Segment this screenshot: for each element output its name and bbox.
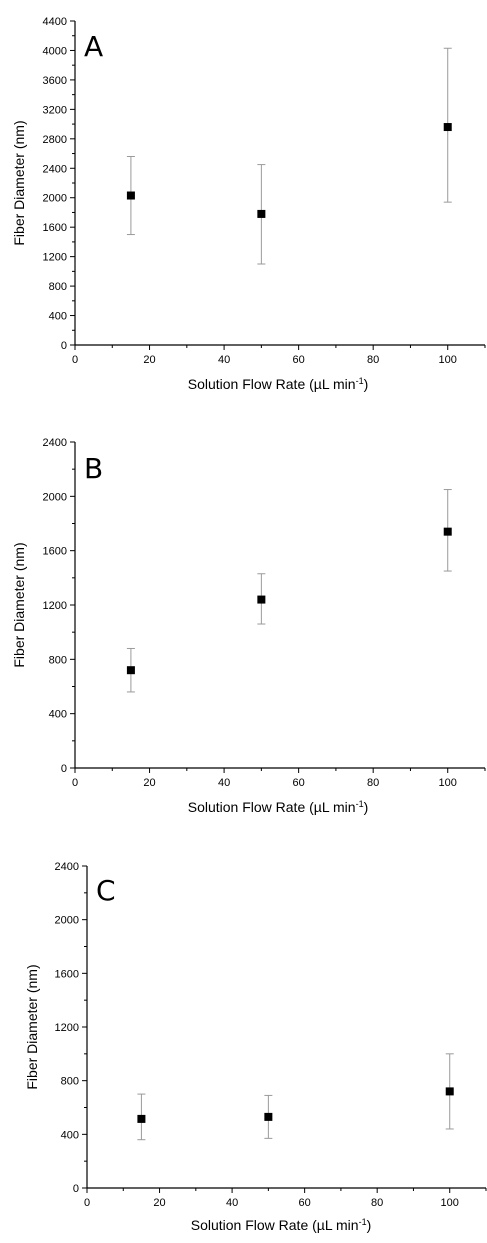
panel-c-x-tick-label: 100	[441, 1197, 459, 1209]
panel-b-x-label: Solution Flow Rate (µL min-1)	[188, 799, 369, 815]
panel-b-x-tick-label: 60	[293, 777, 305, 789]
panel-b-x-tick-label: 40	[218, 777, 230, 789]
panel-b-data-point	[126, 666, 135, 675]
panel-b-data-point	[443, 527, 452, 536]
panel-c-y-label: Fiber Diameter (nm)	[24, 964, 40, 1089]
panel-a-x-label: Solution Flow Rate (µL min-1)	[188, 376, 369, 392]
panel-c-y-tick-label: 1200	[55, 1022, 79, 1034]
panel-a-y-tick-label: 800	[49, 281, 67, 293]
panel-b-x-tick-label: 20	[143, 777, 155, 789]
panel-b-y-ticks: 0 400 800 1200 1600 2000 2400	[43, 437, 75, 775]
panel-a-y-tick-label: 3200	[43, 104, 67, 116]
panel-b-y-tick-label: 0	[61, 763, 67, 775]
panel-a-x-tick-label: 20	[143, 354, 155, 366]
panel-c-y-tick-label: 1600	[55, 968, 79, 980]
panel-a-y-tick-label: 4400	[43, 16, 67, 28]
panel-a-x-tick-label: 80	[367, 354, 379, 366]
panel-c-x-tick-label: 0	[84, 1197, 90, 1209]
panel-c-x-label: Solution Flow Rate (µL min-1)	[191, 1217, 372, 1233]
panel-c-data-point	[137, 1114, 146, 1123]
panel-b-x-tick-label: 100	[439, 777, 457, 789]
panel-b-y-label: Fiber Diameter (nm)	[11, 542, 27, 667]
panel-a-y-label: Fiber Diameter (nm)	[11, 120, 27, 245]
panel-c-y-tick-label: 400	[61, 1129, 79, 1141]
panel-a-marks	[126, 47, 452, 265]
panel-a-x-tick-label: 40	[218, 354, 230, 366]
panel-a-data-point	[443, 123, 452, 132]
panel-a-y-tick-label: 1200	[43, 252, 67, 264]
panel-b-marks	[126, 489, 452, 693]
panel-b-data-point	[257, 595, 266, 604]
panel-a-x-tick-label: 0	[72, 354, 78, 366]
panel-c-y-ticks: 0 400 800 1200 1600 2000 2400	[55, 861, 87, 1195]
panel-c-y-tick-label: 0	[73, 1183, 79, 1195]
panel-a: 0400800120016002000240028003200360040004…	[11, 16, 486, 392]
panel-c-x-tick-label: 20	[153, 1197, 165, 1209]
panel-b-y-tick-label: 800	[49, 654, 67, 666]
panel-a-y-tick-label: 1600	[43, 222, 67, 234]
panel-a-y-tick-label: 3600	[43, 75, 67, 87]
panel-a-x-ticks: 0 20 40 60 80 100	[72, 345, 486, 366]
panel-a-y-tick-label: 400	[49, 311, 67, 323]
panel-c-marks	[137, 1053, 454, 1141]
panel-c-x-tick-label: 60	[299, 1197, 311, 1209]
panel-c-x-tick-label: 80	[371, 1197, 383, 1209]
panel-a-label: A	[84, 30, 103, 63]
panel-a-y-tick-label: 2800	[43, 134, 67, 146]
panel-b-x-tick-label: 80	[367, 777, 379, 789]
panel-b-y-tick-label: 2000	[43, 491, 67, 503]
panel-b-y-tick-label: 400	[49, 709, 67, 721]
panel-c-y-tick-label: 2000	[55, 915, 79, 927]
panel-a-data-point	[257, 209, 266, 218]
panel-a-y-ticks: 0 400 800 1200 1600 2000 2400 2800 3200 3600 4000 4…	[43, 16, 75, 352]
panel-c-data-point	[264, 1112, 273, 1121]
panel-c-x-ticks: 0 20 40 60 80 100	[84, 1188, 487, 1209]
panel-a-data-point	[126, 191, 135, 200]
panel-b-label: B	[84, 452, 103, 485]
panel-b-x-ticks: 0 20 40 60 80 100	[72, 768, 486, 789]
panel-c: 0 400 800 1200 1600 2000 2400 0 20 40 60 80 100 C F…	[24, 861, 487, 1233]
panel-c-label: C	[96, 874, 116, 907]
panel-b-y-tick-label: 1200	[43, 600, 67, 612]
panel-a-y-tick-label: 2000	[43, 193, 67, 205]
panel-a-y-tick-label: 4000	[43, 45, 67, 57]
panel-c-data-point	[445, 1087, 454, 1096]
panel-a-y-tick-label: 0	[61, 340, 67, 352]
panel-a-y-tick-label: 2400	[43, 163, 67, 175]
panel-a-x-tick-label: 60	[293, 354, 305, 366]
panel-c-x-tick-label: 40	[226, 1197, 238, 1209]
panel-c-y-tick-label: 2400	[55, 861, 79, 873]
panel-c-y-tick-label: 800	[61, 1076, 79, 1088]
panel-a-x-tick-label: 100	[439, 354, 457, 366]
panel-b-y-tick-label: 2400	[43, 437, 67, 449]
panel-b-x-tick-label: 0	[72, 777, 78, 789]
panel-b-y-tick-label: 1600	[43, 546, 67, 558]
panel-b: 0 400 800 1200 1600 2000 2400 0 20 40 60 80 100 B F…	[11, 437, 486, 815]
